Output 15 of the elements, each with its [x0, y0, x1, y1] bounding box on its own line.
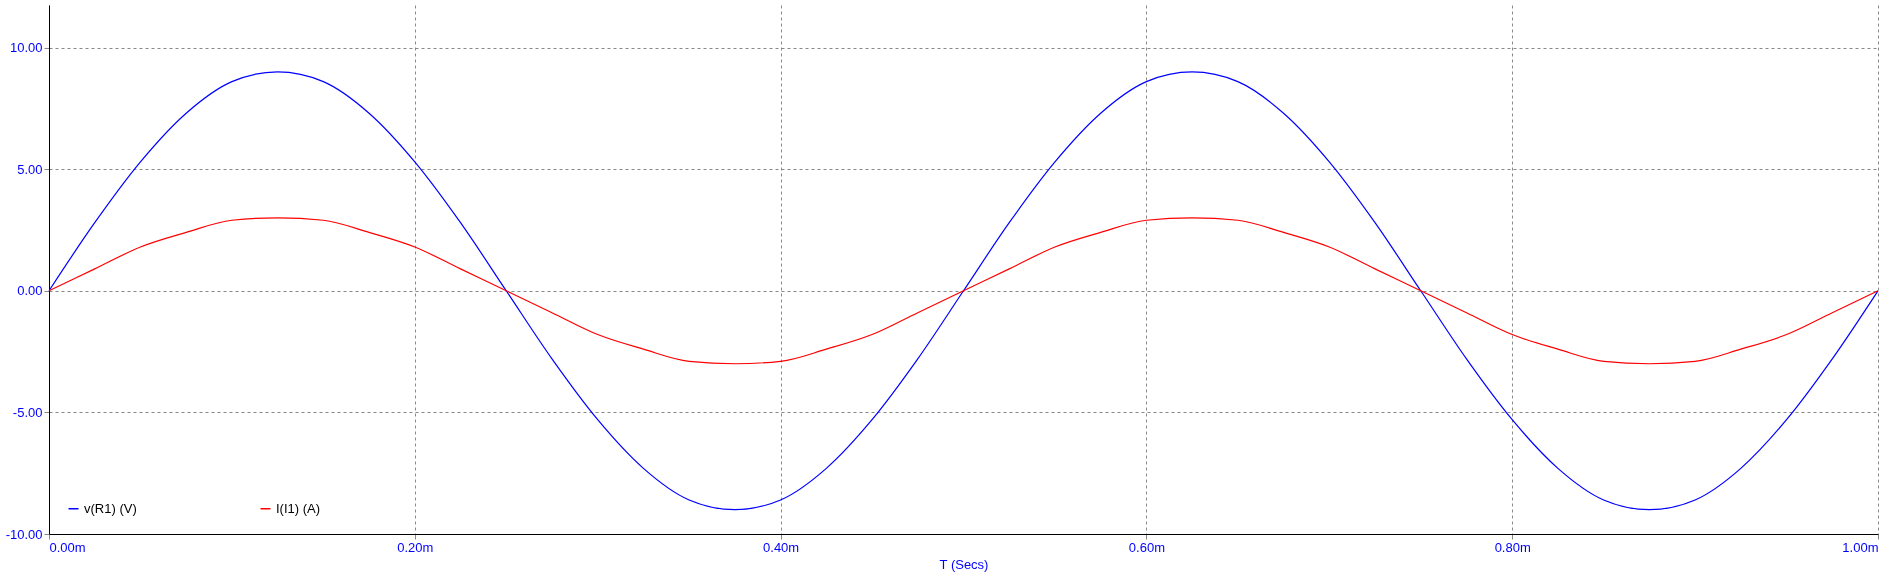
x-tick-label: 0.60m [1128, 539, 1165, 555]
line-series [48, 217, 1879, 365]
x-tick-label: 0.00m [49, 539, 86, 555]
y-tick-label: 0.00 [17, 283, 43, 299]
y-tick-label: 5.00 [17, 161, 43, 177]
x-tick-label: 0.80m [1494, 539, 1531, 555]
legend-label: v(R1) (V) [84, 500, 137, 516]
x-tick-label: 1.00m [1842, 539, 1879, 555]
x-axis-title: T (Secs) [939, 556, 989, 572]
y-tick-label: -10.00 [5, 526, 43, 542]
y-tick-label: -5.00 [12, 404, 43, 420]
y-tick-label: 10.00 [9, 40, 43, 56]
x-tick-label: 0.40m [763, 539, 800, 555]
legend-label: I(I1) (A) [276, 500, 321, 516]
x-tick-label: 0.20m [397, 539, 434, 555]
